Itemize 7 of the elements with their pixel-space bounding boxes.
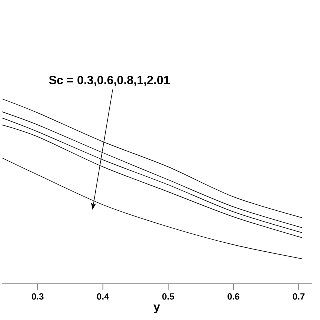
x-tick-label: 0.7: [293, 294, 305, 300]
x-tick-label: 0.3: [32, 294, 44, 300]
x-tick-label: 0.4: [97, 294, 110, 300]
x-tick-label: 0.5: [162, 294, 174, 300]
x-tick-label: 0.6: [228, 294, 240, 300]
text: Sc = 0.3,0.6,0.8,1,2.01: [49, 76, 170, 86]
x-axis-title: y: [154, 304, 160, 314]
